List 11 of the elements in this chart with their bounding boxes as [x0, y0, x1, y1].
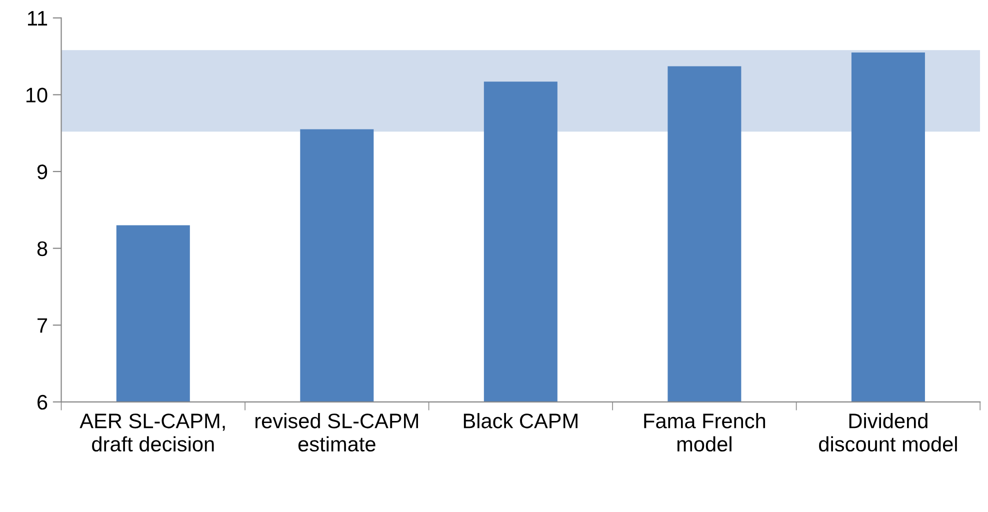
x-tick-label: Dividend discount model: [819, 413, 957, 452]
y-tick-label: 6: [38, 394, 48, 410]
y-tick-label: 9: [37, 164, 48, 180]
x-tick-label: Fama French model: [644, 413, 766, 452]
y-tick-label: 8: [37, 241, 48, 256]
y-tick-label: 11: [28, 11, 48, 26]
x-tick-label: revised SL-CAPM estimate: [256, 413, 418, 452]
x-tick-label: AER SL-CAPM, draft decision: [80, 414, 225, 452]
x-tick-label: Black CAPM: [464, 413, 578, 428]
y-tick-label: 10: [26, 88, 48, 102]
y-tick-label: 7: [38, 318, 48, 333]
